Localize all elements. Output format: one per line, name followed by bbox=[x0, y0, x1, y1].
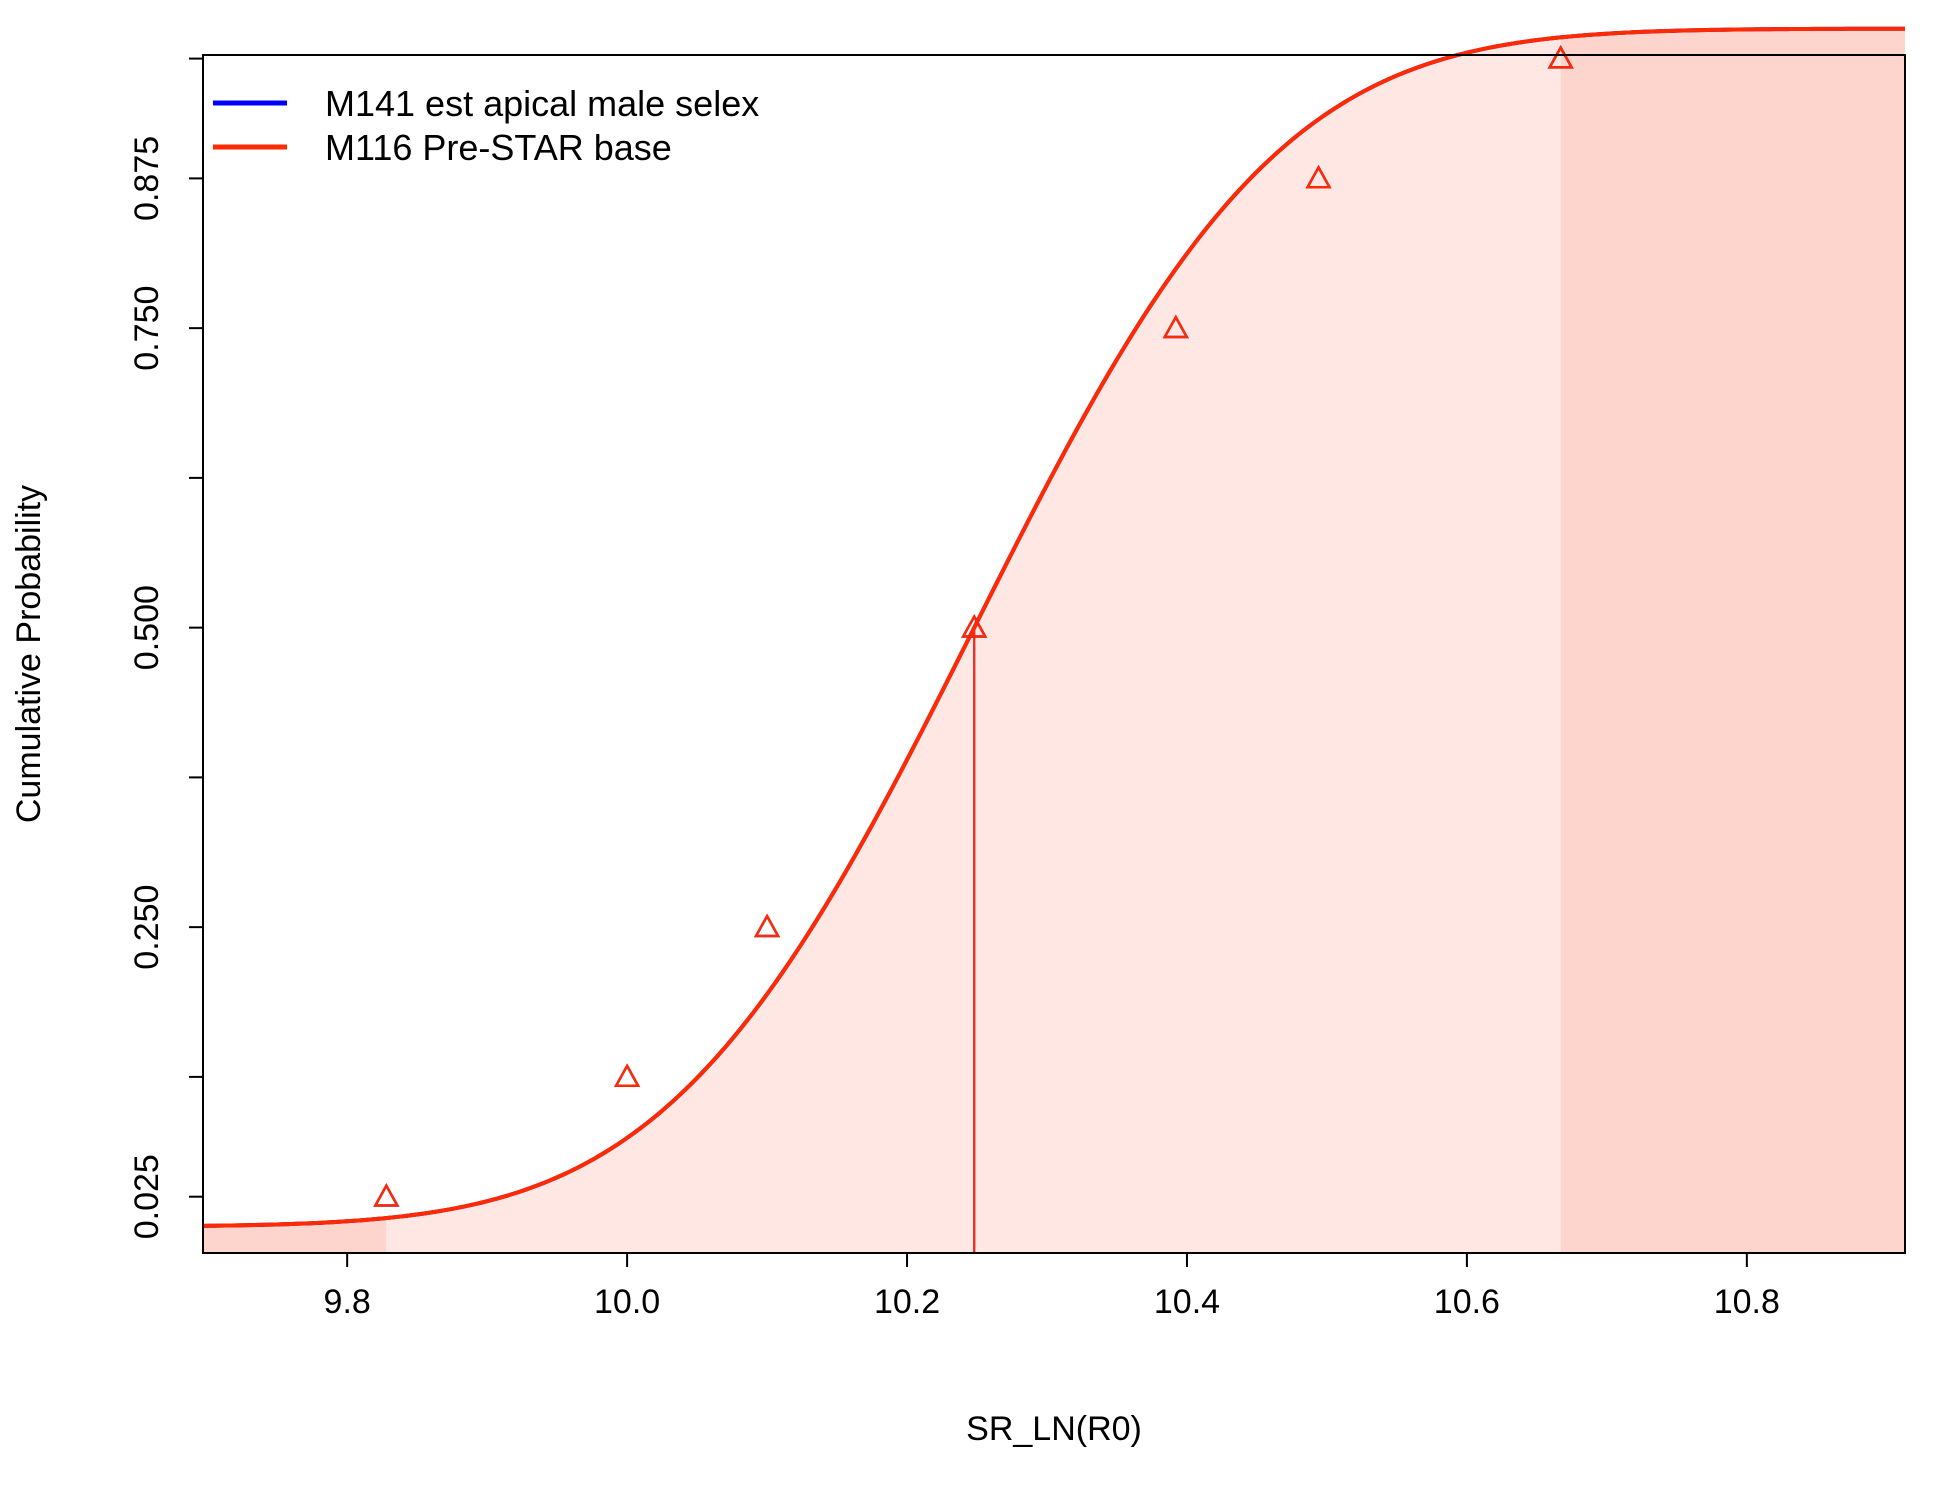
y-tick-label-0: 0.025 bbox=[128, 1154, 166, 1239]
legend-label-0: M141 est apical male selex bbox=[325, 83, 759, 124]
x-tick-label-5: 10.8 bbox=[1714, 1283, 1780, 1321]
quantile-marker-1-4 bbox=[1162, 314, 1189, 339]
legend-label-1: M116 Pre-STAR base bbox=[325, 127, 672, 168]
x-tick-label-3: 10.4 bbox=[1154, 1283, 1220, 1321]
shading-layer bbox=[203, 28, 1905, 1254]
series-layer bbox=[202, 26, 1906, 1253]
quantile-marker-0-1 bbox=[613, 1063, 641, 1087]
x-tick-label-1: 10.0 bbox=[594, 1283, 660, 1321]
marker-layer bbox=[373, 45, 1574, 1207]
y-tick-label-6: 0.750 bbox=[128, 286, 166, 371]
x-axis: 9.8 10.0 10.2 10.4 10.6 10.8 bbox=[324, 1253, 1780, 1321]
quantile-marker-1-2 bbox=[753, 913, 781, 938]
quantile-marker-1-1 bbox=[613, 1063, 641, 1087]
plot-frame bbox=[202, 54, 1906, 1254]
upper-tail-shading bbox=[1560, 28, 1905, 1253]
x-tick-label-2: 10.2 bbox=[874, 1283, 940, 1321]
y-axis-title: Cumulative Probability bbox=[10, 485, 48, 823]
y-axis: 0.025 0.250 0.500 0.750 0.875 bbox=[128, 57, 203, 1239]
series-line-1 bbox=[202, 26, 1906, 1228]
quantile-marker-1-3 bbox=[961, 614, 988, 638]
quantile-marker-1-0 bbox=[373, 1183, 400, 1207]
quantile-marker-1-6 bbox=[1547, 45, 1574, 69]
y-tick-label-2: 0.250 bbox=[128, 885, 166, 970]
y-tick-label-7: 0.875 bbox=[128, 136, 166, 221]
x-axis-title: SR_LN(R0) bbox=[966, 1410, 1142, 1448]
quantile-marker-0-0 bbox=[373, 1183, 400, 1207]
x-tick-label-4: 10.6 bbox=[1434, 1283, 1500, 1321]
y-tick-label-4: 0.500 bbox=[128, 585, 166, 670]
x-tick-label-0: 9.8 bbox=[324, 1283, 371, 1321]
quantile-marker-1-5 bbox=[1305, 164, 1332, 189]
quantile-marker-0-2 bbox=[753, 913, 781, 938]
